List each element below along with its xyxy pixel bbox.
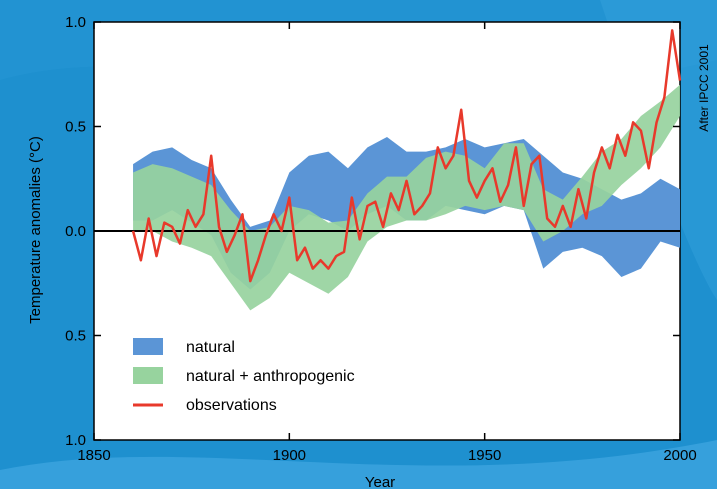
x-tick-label: 1900	[273, 447, 306, 464]
x-axis-title: Year	[365, 474, 395, 489]
y-tick-label: 0.5	[65, 119, 86, 136]
legend-swatch-natural	[133, 338, 163, 355]
legend-swatch-natural-anthropogenic	[133, 367, 163, 384]
y-tick-label: 0.5	[65, 328, 86, 345]
legend-label-observations: observations	[186, 397, 277, 414]
legend-label-natural-anthropogenic: natural + anthropogenic	[186, 368, 355, 385]
x-tick-label: 1950	[468, 447, 501, 464]
y-tick-label: 0.0	[65, 223, 86, 240]
y-axis-title: Temperature anomalies (°C)	[27, 136, 44, 324]
credit-text: After IPCC 2001	[697, 44, 711, 132]
x-tick-label: 1850	[77, 447, 110, 464]
y-tick-label: 1.0	[65, 14, 86, 31]
legend-label-natural: natural	[186, 339, 235, 356]
y-tick-label: 1.0	[65, 432, 86, 449]
x-tick-label: 2000	[663, 447, 696, 464]
